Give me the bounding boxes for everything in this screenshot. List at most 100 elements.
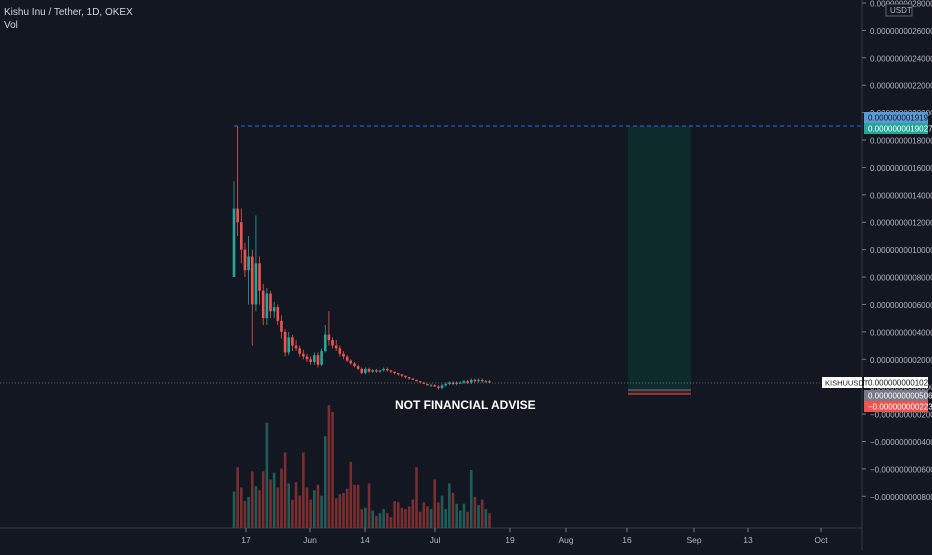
candle-body	[331, 340, 334, 346]
volume-bar	[338, 494, 342, 528]
candle-body	[261, 290, 265, 319]
candle-body	[378, 370, 382, 372]
candle-body	[265, 293, 269, 319]
candle-body	[287, 337, 291, 353]
candle-body	[440, 385, 444, 389]
volume-bar	[426, 506, 429, 528]
candle-body	[254, 263, 258, 305]
target-price-label: 0.0000000019027	[868, 125, 932, 134]
volume-bar	[440, 495, 444, 528]
entry-price-badge[interactable]	[864, 390, 928, 401]
candle-body	[448, 382, 451, 384]
candle-body	[313, 355, 316, 363]
volume-bar	[356, 484, 360, 528]
price-tick-label: 0.0000000014000	[870, 191, 932, 200]
entry-price-label: 0.0000000000506	[868, 392, 932, 401]
candle-body	[462, 381, 466, 383]
candle-body	[466, 381, 469, 383]
annotation-text[interactable]: NOT FINANCIAL ADVISE	[395, 398, 536, 412]
candle-body	[316, 355, 320, 365]
target-price-badge[interactable]	[864, 123, 928, 134]
volume-legend[interactable]: Vol	[4, 20, 18, 31]
time-tick-label: 14	[360, 535, 370, 545]
volume-bar	[353, 484, 356, 528]
price-tick-label: 0.0000000022000	[870, 82, 932, 91]
symbol-badge[interactable]	[822, 377, 862, 388]
candle-body	[334, 345, 338, 349]
volume-bar	[462, 503, 466, 528]
candle-body	[338, 348, 342, 354]
volume-bar	[473, 496, 477, 528]
candle-body	[444, 383, 447, 386]
volume-bar	[455, 503, 458, 528]
stop-price-badge[interactable]	[864, 401, 928, 412]
candle-body	[477, 379, 480, 382]
time-tick-label: Oct	[814, 535, 828, 545]
price-tick-label: 0.0000000010000	[870, 246, 932, 255]
stop-zone	[628, 390, 691, 394]
candle-body	[283, 331, 287, 353]
volume-bar	[250, 471, 254, 528]
volume-bar	[411, 499, 415, 528]
candle-body	[240, 222, 243, 250]
candle-body	[345, 356, 349, 361]
price-tick-label: 0.0000000012000	[870, 219, 932, 228]
price-tick-label: 0.0000000016000	[870, 164, 932, 173]
candle-body	[480, 379, 484, 382]
price-tick-label: 0.0000000024000	[870, 54, 932, 63]
candle-body	[407, 377, 411, 379]
volume-bar	[378, 513, 382, 528]
currency-badge[interactable]	[885, 3, 913, 17]
volume-bar	[422, 502, 426, 528]
volume-bar	[415, 467, 418, 528]
time-tick-label: Aug	[558, 535, 573, 545]
volume-bar	[400, 507, 404, 528]
time-tick-label: 17	[241, 535, 251, 545]
price-tick-label: −0.0000000002000	[870, 411, 932, 420]
volume-bar	[298, 495, 301, 528]
last-price-badge[interactable]	[864, 377, 928, 388]
candle-body	[418, 381, 422, 383]
candle-body	[393, 371, 396, 373]
target-zone[interactable]	[628, 125, 691, 391]
volume-bar	[247, 496, 250, 528]
alert-price-badge[interactable]	[864, 112, 928, 123]
price-axis[interactable]	[862, 0, 932, 550]
candle-body	[353, 363, 356, 367]
volume-bar	[276, 487, 280, 528]
candle-body	[272, 307, 276, 312]
volume-bar	[236, 467, 239, 528]
volume-bar	[269, 479, 272, 528]
candle-body	[320, 351, 323, 365]
volume-bar	[382, 509, 385, 528]
price-tick-label: −0.0000000008000	[870, 493, 932, 502]
volume-bar	[386, 513, 389, 528]
volume-bar	[349, 461, 353, 528]
candle-body	[426, 383, 429, 386]
volume-bar	[316, 484, 320, 528]
volume-bar	[334, 498, 338, 528]
time-tick-label: 16	[622, 535, 632, 545]
price-tick-label: −0.0000000006000	[870, 465, 932, 474]
volume-bar	[287, 483, 291, 528]
volume-bar	[480, 499, 484, 528]
candle-body	[305, 356, 309, 360]
candle-body	[400, 374, 404, 376]
candle-body	[396, 372, 400, 375]
symbol-label: KISHUUSDT	[825, 379, 869, 388]
volume-bar	[280, 468, 283, 528]
candle-body	[437, 386, 440, 389]
candle-body	[250, 256, 254, 305]
symbol-legend[interactable]: Kishu Inu / Tether, 1D, OKEX	[4, 7, 133, 18]
candle-body	[469, 379, 473, 383]
volume-bar	[323, 436, 327, 528]
candle-body	[327, 334, 331, 341]
volume-bar	[272, 472, 276, 528]
volume-bar	[404, 509, 407, 528]
volume-bar	[360, 509, 364, 528]
time-tick-label: Jun	[303, 535, 317, 545]
price-tick-label: 0.0000000004000	[870, 328, 932, 337]
volume-bar	[364, 507, 367, 528]
